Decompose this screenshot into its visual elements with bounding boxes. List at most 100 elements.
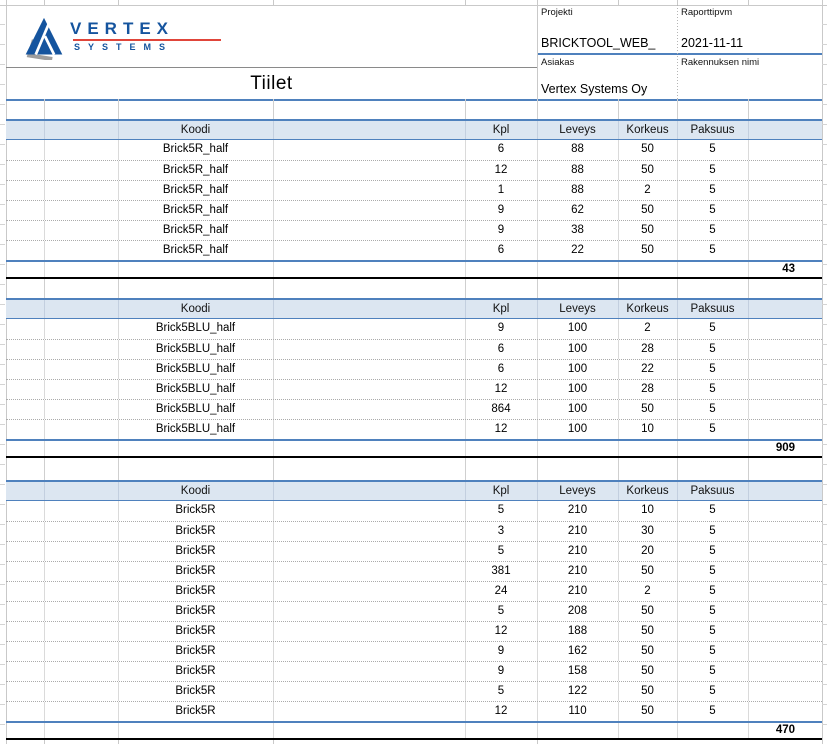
parts-table-brick5blu-half: Koodi Kpl Leveys Korkeus Paksuus Brick5BLU_h… <box>6 298 822 458</box>
column-header-korkeus: Korkeus <box>626 485 669 497</box>
table-row: Brick5BLU_half 6 100 28 5 <box>6 339 822 359</box>
table-row: Brick5R 5 122 50 5 <box>6 681 822 701</box>
right-margin-gridstubs <box>822 5 827 744</box>
cell-paksuus: 5 <box>709 685 716 697</box>
cell-paksuus: 5 <box>709 184 716 196</box>
cell-paksuus: 5 <box>709 565 716 577</box>
cell-kpl: 864 <box>491 403 511 415</box>
cell-korkeus: 10 <box>641 423 654 435</box>
spacer-row <box>6 99 822 119</box>
table-row: Brick5R 9 158 50 5 <box>6 661 822 681</box>
cell-paksuus: 5 <box>709 545 716 557</box>
cell-paksuus: 5 <box>709 665 716 677</box>
table-row: Brick5R 9 162 50 5 <box>6 641 822 661</box>
cell-koodi: Brick5R <box>175 665 216 677</box>
cell-paksuus: 5 <box>709 423 716 435</box>
cell-korkeus: 50 <box>641 605 654 617</box>
cell-koodi: Brick5R <box>175 605 216 617</box>
column-header-leveys: Leveys <box>559 485 596 497</box>
field-asiakas-value: Vertex Systems Oy <box>541 82 648 96</box>
table-body: Brick5BLU_half 9 100 2 5 Brick5BLU_half 6 100 28… <box>6 319 822 439</box>
cell-paksuus: 5 <box>709 363 716 375</box>
column-header-kpl: Kpl <box>492 485 510 497</box>
cell-korkeus: 50 <box>641 565 654 577</box>
column-header-kpl: Kpl <box>492 303 510 315</box>
field-projekti-value: BRICKTOOL_WEB_ <box>541 36 656 50</box>
logo-subtitle-text: SYSTEMS <box>74 42 174 52</box>
cell-koodi: Brick5R_half <box>162 143 229 155</box>
cell-koodi: Brick5BLU_half <box>155 423 236 435</box>
table-row: Brick5R 5 210 10 5 <box>6 501 822 521</box>
cell-leveys: 158 <box>567 665 588 677</box>
cell-korkeus: 50 <box>641 244 654 256</box>
cell-korkeus: 28 <box>641 343 654 355</box>
field-rakennuksen-nimi: Rakennuksen nimi <box>677 55 822 99</box>
cell-kpl: 9 <box>497 322 505 334</box>
cell-koodi: Brick5BLU_half <box>155 403 236 415</box>
cell-korkeus: 50 <box>641 164 654 176</box>
field-rakennuksen-nimi-label: Rakennuksen nimi <box>681 57 760 68</box>
cell-koodi: Brick5R <box>175 585 216 597</box>
gridstub <box>465 0 466 5</box>
table-row: Brick5R 5 208 50 5 <box>6 601 822 621</box>
gridstub <box>118 0 119 5</box>
cell-leveys: 100 <box>567 383 588 395</box>
table-row: Brick5BLU_half 9 100 2 5 <box>6 319 822 339</box>
cell-kpl: 381 <box>491 565 511 577</box>
cell-korkeus: 20 <box>641 545 654 557</box>
table-row: Brick5R_half 6 22 50 5 <box>6 240 822 260</box>
cell-paksuus: 5 <box>709 585 716 597</box>
table-header-row: Koodi Kpl Leveys Korkeus Paksuus <box>6 480 822 501</box>
cell-kpl: 1 <box>497 184 505 196</box>
column-header-koodi: Koodi <box>180 485 211 497</box>
cell-kpl: 5 <box>497 605 505 617</box>
report-frame: VERTEX SYSTEMS Tiilet Projekti BRICKTOOL… <box>6 5 822 740</box>
gridstub <box>537 0 538 5</box>
table-header-row: Koodi Kpl Leveys Korkeus Paksuus <box>6 298 822 319</box>
table-header-row: Koodi Kpl Leveys Korkeus Paksuus <box>6 119 822 140</box>
field-asiakas: Asiakas Vertex Systems Oy <box>537 55 677 99</box>
cell-kpl: 9 <box>497 204 505 216</box>
gridstub <box>44 0 45 5</box>
cell-leveys: 38 <box>571 224 584 236</box>
cell-korkeus: 22 <box>641 363 654 375</box>
cell-koodi: Brick5BLU_half <box>155 363 236 375</box>
cell-paksuus: 5 <box>709 204 716 216</box>
table-total-row: 470 <box>6 721 822 740</box>
cell-korkeus: 30 <box>641 525 654 537</box>
cell-leveys: 208 <box>567 605 588 617</box>
field-projekti-label: Projekti <box>541 7 573 18</box>
table-row: Brick5R 381 210 50 5 <box>6 561 822 581</box>
cell-koodi: Brick5R <box>175 685 216 697</box>
cell-korkeus: 50 <box>641 665 654 677</box>
cell-koodi: Brick5R <box>175 525 216 537</box>
title-cell: Tiilet <box>6 68 537 99</box>
cell-korkeus: 2 <box>644 322 651 334</box>
cell-paksuus: 5 <box>709 143 716 155</box>
cell-paksuus: 5 <box>709 322 716 334</box>
column-header-paksuus: Paksuus <box>690 124 735 136</box>
report-title: Tiilet <box>250 72 293 94</box>
table-total-row: 909 <box>6 439 822 458</box>
cell-leveys: 100 <box>567 403 588 415</box>
cell-leveys: 88 <box>571 143 584 155</box>
gridstub <box>273 740 274 744</box>
cell-leveys: 100 <box>567 363 588 375</box>
cell-kpl: 6 <box>497 343 505 355</box>
cell-koodi: Brick5R_half <box>162 224 229 236</box>
total-value: 43 <box>782 263 795 275</box>
vertex-logo: VERTEX SYSTEMS <box>22 16 221 60</box>
table-row: Brick5BLU_half 12 100 10 5 <box>6 419 822 439</box>
logo-brand-text: VERTEX <box>70 19 175 38</box>
cell-leveys: 88 <box>571 184 584 196</box>
table-row: Brick5BLU_half 6 100 22 5 <box>6 359 822 379</box>
cell-leveys: 100 <box>567 343 588 355</box>
header-column-separator-dotted <box>677 5 678 99</box>
table-body: Brick5R 5 210 10 5 Brick5R 3 210 30 5 Brick5R 5 210 2… <box>6 501 822 721</box>
column-header-leveys: Leveys <box>559 303 596 315</box>
cell-kpl: 12 <box>494 705 508 717</box>
vertex-triangle-icon <box>25 17 63 60</box>
cell-koodi: Brick5R <box>175 705 216 717</box>
cell-leveys: 110 <box>568 705 587 717</box>
